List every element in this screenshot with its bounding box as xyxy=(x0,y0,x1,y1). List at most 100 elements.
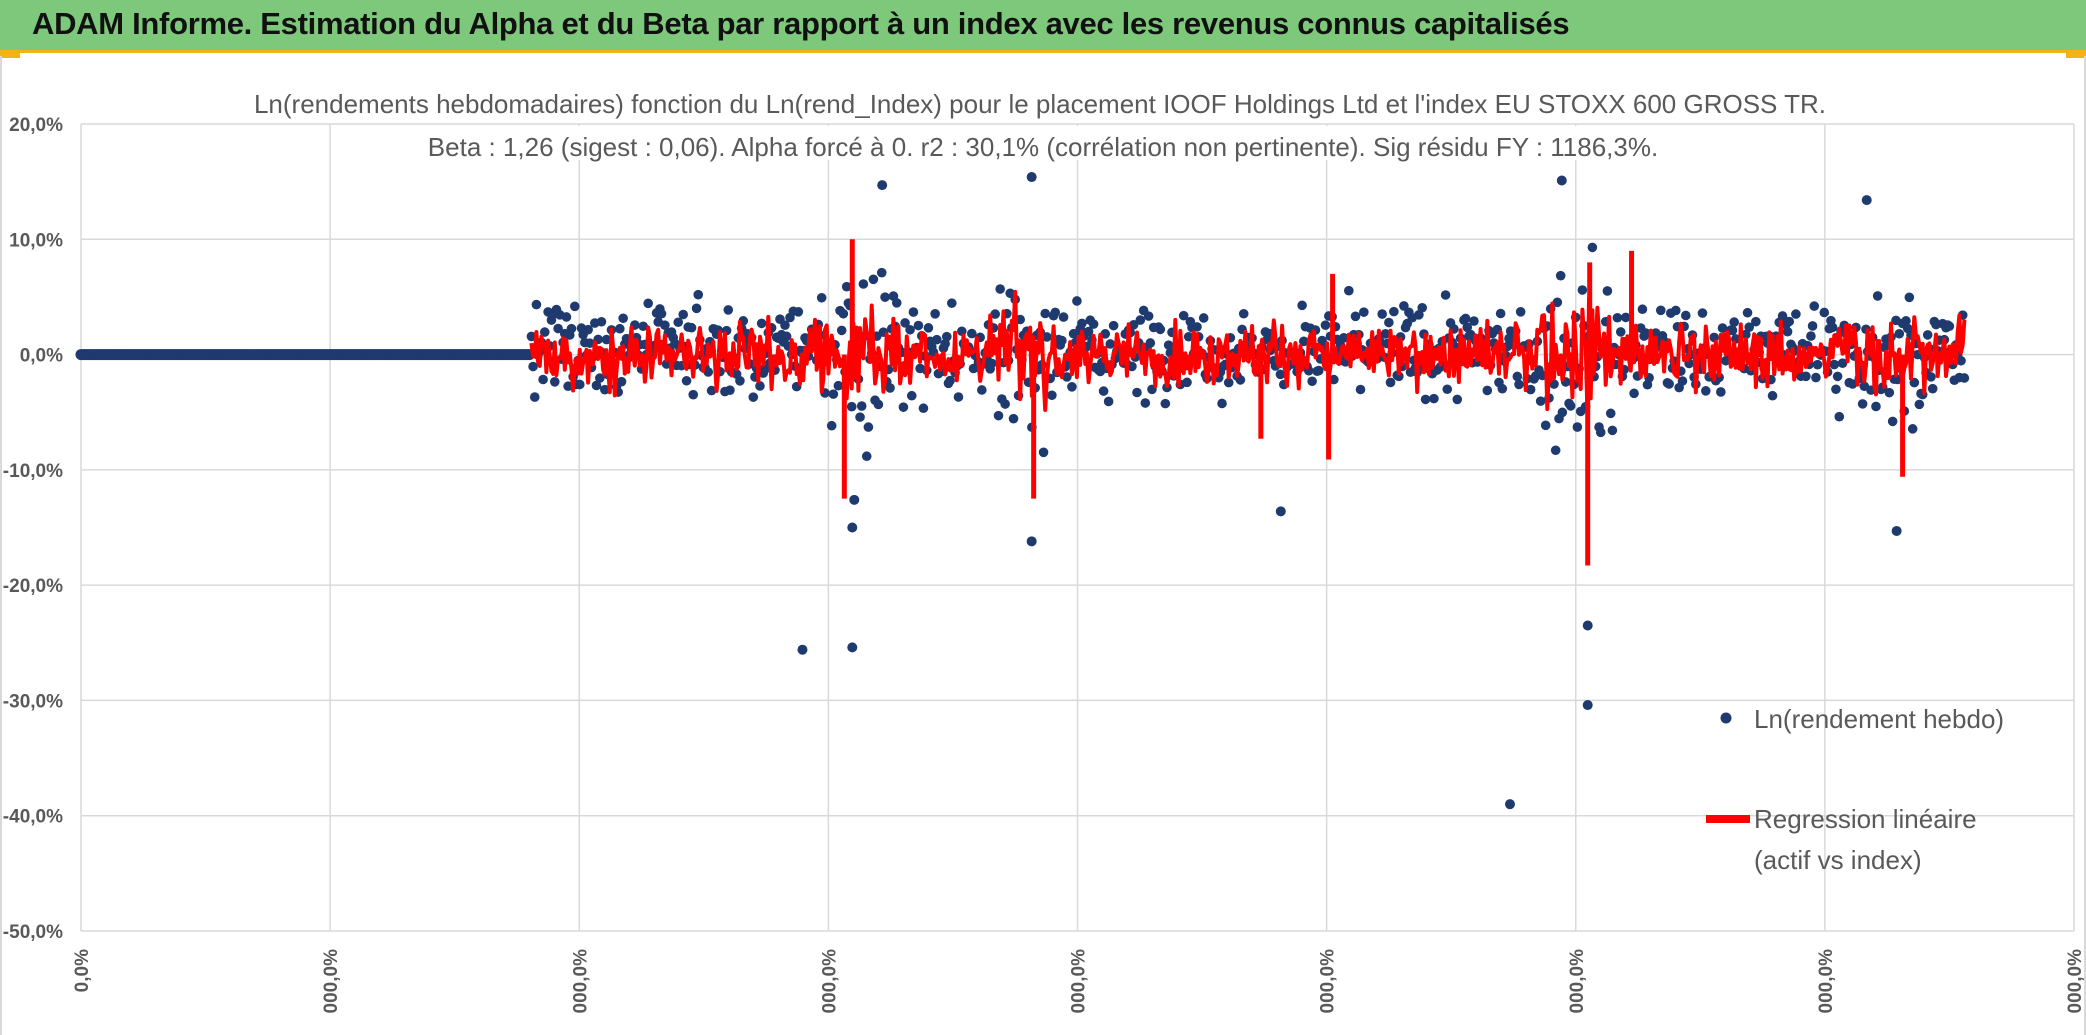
data-point xyxy=(1482,385,1493,396)
data-point xyxy=(1809,301,1820,311)
chart-title: Ln(rendements hebdomadaires) fonction du… xyxy=(254,89,1826,119)
data-point xyxy=(1160,398,1171,409)
legend-label-regression-line2: (actif vs index) xyxy=(1754,845,1922,875)
data-point xyxy=(1540,420,1551,431)
data-point xyxy=(1420,394,1431,405)
data-point xyxy=(723,305,734,315)
data-point xyxy=(1602,286,1613,296)
data-point xyxy=(1829,359,1840,370)
data-point xyxy=(923,323,934,333)
report-header-banner: ADAM Informe. Estimation du Alpha et du … xyxy=(0,0,2086,53)
data-point-outlier xyxy=(1275,506,1286,517)
data-point xyxy=(1637,304,1648,315)
data-point xyxy=(1914,399,1925,410)
data-point xyxy=(1344,285,1354,296)
data-point xyxy=(1782,326,1793,337)
data-point xyxy=(583,324,593,335)
data-point xyxy=(1927,383,1938,394)
data-point xyxy=(1057,335,1067,346)
data-point xyxy=(1042,332,1052,342)
data-point xyxy=(1067,381,1077,392)
data-point xyxy=(841,281,852,292)
data-point xyxy=(1135,315,1146,325)
data-point xyxy=(1098,386,1109,396)
data-point xyxy=(681,375,692,386)
data-point xyxy=(1887,416,1898,427)
data-point xyxy=(1612,312,1623,323)
data-point xyxy=(1577,285,1588,295)
data-point xyxy=(885,383,895,393)
data-point-outlier xyxy=(1582,700,1593,711)
data-point xyxy=(1155,324,1166,335)
data-point xyxy=(1355,384,1366,395)
data-point xyxy=(673,317,684,328)
y-tick-label: 0,0% xyxy=(20,346,63,367)
data-point xyxy=(863,422,874,432)
data-point xyxy=(706,385,717,396)
data-point xyxy=(873,399,884,410)
legend-label-regression-line1: Regression linéaire xyxy=(1754,804,1977,834)
data-point xyxy=(1100,329,1111,339)
data-point xyxy=(618,313,628,324)
data-point xyxy=(1515,306,1526,317)
data-point xyxy=(1670,305,1681,316)
data-point xyxy=(596,316,607,327)
data-point xyxy=(538,374,548,385)
data-point xyxy=(1307,376,1317,387)
data-point xyxy=(1145,338,1156,348)
data-point xyxy=(1514,379,1524,390)
data-point xyxy=(1811,372,1821,383)
data-point xyxy=(1385,377,1396,388)
data-point xyxy=(858,279,869,289)
data-point xyxy=(1904,292,1915,303)
regression-line xyxy=(529,289,1967,415)
data-point xyxy=(693,289,704,300)
data-point xyxy=(1857,399,1868,409)
data-point xyxy=(977,385,987,395)
data-point xyxy=(1183,331,1194,342)
data-point xyxy=(615,323,625,334)
data-point xyxy=(828,389,839,399)
data-point xyxy=(1140,398,1151,408)
y-tick-label: -30,0% xyxy=(3,691,63,712)
data-point xyxy=(833,380,844,391)
data-point xyxy=(1729,317,1739,327)
data-point xyxy=(1105,339,1116,349)
x-axis-tick-labels: 0,0% 000,0% 000,0% 000,0% 000,0% 000,0% 000,0%… xyxy=(72,949,2086,1014)
data-point xyxy=(1741,329,1751,340)
data-point xyxy=(1298,336,1309,347)
data-point xyxy=(1320,320,1331,330)
data-point xyxy=(1223,377,1234,388)
data-point-outlier xyxy=(1026,172,1037,183)
corner-accent-right xyxy=(2066,50,2086,58)
data-point xyxy=(678,309,689,320)
data-point xyxy=(913,320,924,331)
data-point xyxy=(1313,365,1324,376)
legend-label-points: Ln(rendement hebdo) xyxy=(1754,704,2004,734)
data-point xyxy=(1629,388,1639,399)
data-point xyxy=(1784,316,1795,327)
series-points-ln-rendement-hebdo xyxy=(75,172,1970,810)
data-point xyxy=(781,331,792,342)
data-point xyxy=(1083,326,1094,337)
data-point xyxy=(1595,427,1606,438)
data-point xyxy=(1655,305,1666,316)
data-point xyxy=(1801,371,1811,382)
data-point xyxy=(1072,296,1082,306)
data-point xyxy=(1178,310,1189,321)
data-point xyxy=(1535,396,1546,406)
data-point xyxy=(1837,358,1848,368)
data-point xyxy=(1926,372,1936,382)
data-point xyxy=(1884,387,1895,398)
data-point xyxy=(1512,371,1523,382)
data-point xyxy=(793,307,804,317)
data-point xyxy=(891,298,902,308)
data-point xyxy=(1944,321,1955,332)
data-point xyxy=(931,334,942,345)
data-point xyxy=(1525,384,1536,395)
data-point xyxy=(1819,307,1830,318)
data-point xyxy=(1607,425,1618,436)
data-point xyxy=(1572,422,1583,432)
data-point xyxy=(1008,413,1019,424)
data-point xyxy=(656,308,667,319)
